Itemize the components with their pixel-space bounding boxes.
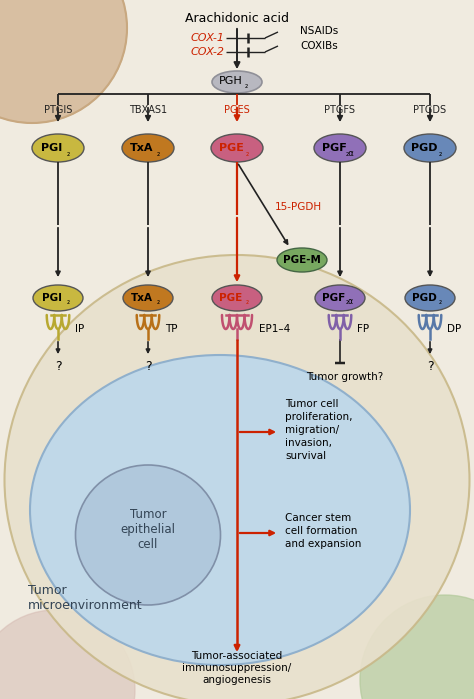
Ellipse shape: [33, 285, 83, 311]
Ellipse shape: [212, 71, 262, 93]
Text: PGE-M: PGE-M: [283, 255, 321, 265]
Text: EP1–4: EP1–4: [259, 324, 290, 334]
Text: PGH: PGH: [219, 76, 243, 86]
Text: PGI: PGI: [41, 143, 63, 153]
Text: Tumor
epithelial
cell: Tumor epithelial cell: [120, 508, 175, 552]
Text: TBXAS1: TBXAS1: [129, 105, 167, 115]
Ellipse shape: [212, 285, 262, 311]
Circle shape: [360, 595, 474, 699]
Ellipse shape: [123, 285, 173, 311]
Text: TxA: TxA: [130, 143, 154, 153]
Text: ₂: ₂: [438, 148, 442, 157]
Ellipse shape: [122, 134, 174, 162]
Text: PGI: PGI: [42, 293, 62, 303]
Text: ₂: ₂: [438, 298, 442, 306]
Text: 15-PGDH: 15-PGDH: [275, 202, 322, 212]
Text: ?: ?: [55, 361, 61, 373]
Text: PGE: PGE: [219, 143, 244, 153]
Text: Arachidonic acid: Arachidonic acid: [185, 11, 289, 24]
Text: PGES: PGES: [224, 105, 250, 115]
Text: Tumor growth?: Tumor growth?: [306, 372, 383, 382]
Text: TP: TP: [165, 324, 177, 334]
Text: COXIBs: COXIBs: [300, 41, 338, 51]
Text: ₂: ₂: [66, 148, 70, 157]
Text: ₂α: ₂α: [346, 298, 354, 306]
Text: PGF: PGF: [322, 143, 346, 153]
Text: PTGIS: PTGIS: [44, 105, 72, 115]
Text: ?: ?: [427, 361, 433, 373]
Text: ?: ?: [145, 361, 151, 373]
Text: PTGFS: PTGFS: [325, 105, 356, 115]
Ellipse shape: [315, 285, 365, 311]
Ellipse shape: [4, 255, 470, 699]
Text: ₂: ₂: [66, 298, 70, 306]
Ellipse shape: [405, 285, 455, 311]
Ellipse shape: [277, 248, 327, 272]
Text: Tumor-associated
immunosuppression/
angiogenesis: Tumor-associated immunosuppression/ angi…: [182, 651, 292, 684]
Text: ₂: ₂: [245, 80, 247, 89]
Ellipse shape: [32, 134, 84, 162]
Ellipse shape: [211, 134, 263, 162]
Circle shape: [0, 610, 135, 699]
Ellipse shape: [75, 465, 220, 605]
Text: PGD: PGD: [411, 143, 437, 153]
Circle shape: [0, 0, 127, 123]
Text: NSAIDs: NSAIDs: [300, 26, 338, 36]
Text: ₂: ₂: [156, 298, 160, 306]
Text: FP: FP: [357, 324, 369, 334]
Text: PGE: PGE: [219, 293, 243, 303]
Text: ₂α: ₂α: [346, 148, 355, 157]
Text: ₂: ₂: [246, 298, 248, 306]
Text: Tumor cell
proliferation,
migration/
invasion,
survival: Tumor cell proliferation, migration/ inv…: [285, 398, 353, 461]
Ellipse shape: [404, 134, 456, 162]
Ellipse shape: [30, 355, 410, 665]
Text: COX-1: COX-1: [191, 33, 225, 43]
Text: IP: IP: [75, 324, 84, 334]
Text: TxA: TxA: [131, 293, 153, 303]
Text: Cancer stem
cell formation
and expansion: Cancer stem cell formation and expansion: [285, 513, 361, 549]
Text: ₂: ₂: [246, 148, 249, 157]
Text: COX-2: COX-2: [191, 47, 225, 57]
Text: ₂: ₂: [156, 148, 160, 157]
Text: PGD: PGD: [411, 293, 437, 303]
Text: Tumor
microenvironment: Tumor microenvironment: [28, 584, 143, 612]
Ellipse shape: [314, 134, 366, 162]
Text: PGF: PGF: [322, 293, 346, 303]
Text: PTGDS: PTGDS: [413, 105, 447, 115]
Text: DP: DP: [447, 324, 461, 334]
